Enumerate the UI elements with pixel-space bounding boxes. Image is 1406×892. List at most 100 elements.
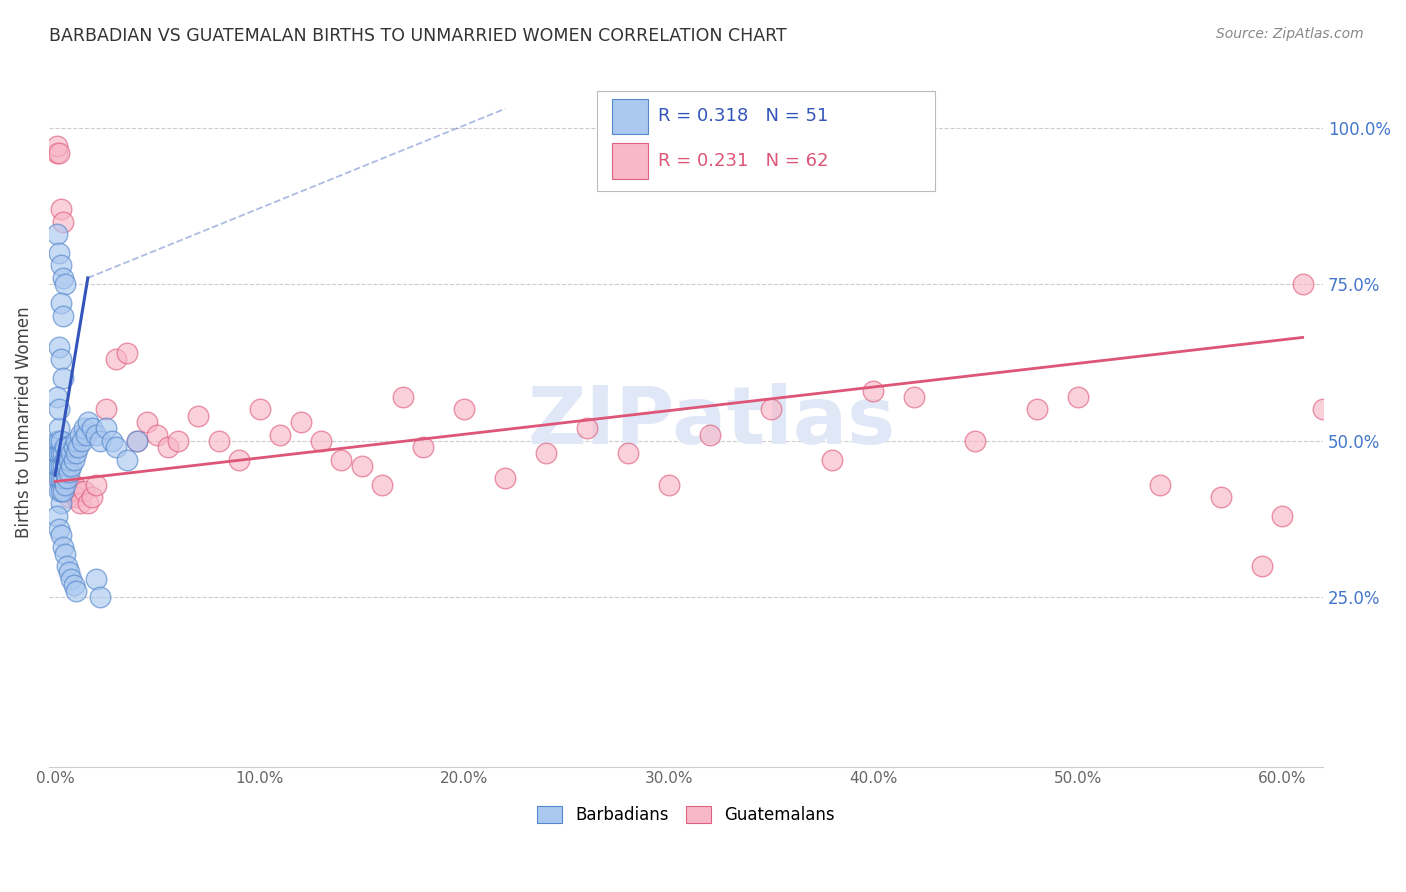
Point <box>51 202 73 216</box>
Point <box>73 421 96 435</box>
Point <box>51 259 73 273</box>
Point <box>494 471 516 485</box>
Text: Source: ZipAtlas.com: Source: ZipAtlas.com <box>1216 27 1364 41</box>
Point <box>73 483 96 498</box>
Point <box>453 402 475 417</box>
Point <box>330 452 353 467</box>
Point <box>965 434 987 448</box>
Point <box>62 452 84 467</box>
Text: R = 0.318   N = 51: R = 0.318 N = 51 <box>658 107 828 126</box>
Point <box>1271 508 1294 523</box>
Text: BARBADIAN VS GUATEMALAN BIRTHS TO UNMARRIED WOMEN CORRELATION CHART: BARBADIAN VS GUATEMALAN BIRTHS TO UNMARR… <box>49 27 787 45</box>
Point <box>52 471 75 485</box>
Point <box>115 452 138 467</box>
Point <box>862 384 884 398</box>
Point <box>136 415 159 429</box>
Point <box>66 483 89 498</box>
Point <box>105 352 128 367</box>
Point <box>48 340 70 354</box>
Point <box>46 145 69 160</box>
Point <box>62 578 84 592</box>
Point <box>48 145 70 160</box>
Point <box>53 477 76 491</box>
Point <box>46 471 69 485</box>
Point <box>58 440 80 454</box>
Point <box>65 584 87 599</box>
Point <box>65 434 87 448</box>
Point <box>89 434 111 448</box>
Point <box>58 452 80 467</box>
Point <box>53 547 76 561</box>
Point <box>53 477 76 491</box>
Point <box>534 446 557 460</box>
FancyBboxPatch shape <box>612 99 648 134</box>
Point <box>53 452 76 467</box>
Point <box>52 483 75 498</box>
Point <box>76 496 98 510</box>
Point <box>699 427 721 442</box>
Point <box>52 458 75 473</box>
Text: R = 0.231   N = 62: R = 0.231 N = 62 <box>658 152 828 170</box>
Point <box>46 458 69 473</box>
Point <box>66 440 89 454</box>
Point <box>65 446 87 460</box>
Point <box>391 390 413 404</box>
Point <box>46 446 69 460</box>
Point <box>51 446 73 460</box>
Point <box>48 458 70 473</box>
Point <box>62 440 84 454</box>
Point <box>60 458 83 473</box>
Point <box>46 508 69 523</box>
Point <box>616 446 638 460</box>
Point <box>65 490 87 504</box>
Point <box>125 434 148 448</box>
Point <box>105 440 128 454</box>
Point <box>58 490 80 504</box>
Point <box>309 434 332 448</box>
Point <box>56 446 79 460</box>
Point <box>60 446 83 460</box>
Point <box>70 434 93 448</box>
Point <box>166 434 188 448</box>
Point <box>412 440 434 454</box>
Point <box>48 446 70 460</box>
Point <box>56 483 79 498</box>
Point <box>62 477 84 491</box>
Point <box>84 572 107 586</box>
Point <box>1312 402 1334 417</box>
Point <box>1292 277 1315 292</box>
Point <box>903 390 925 404</box>
Point <box>53 440 76 454</box>
Point <box>1149 477 1171 491</box>
Point <box>96 421 118 435</box>
Point <box>146 427 169 442</box>
Point <box>58 566 80 580</box>
Point <box>75 427 97 442</box>
Point <box>69 496 91 510</box>
Point <box>53 277 76 292</box>
Point <box>80 490 103 504</box>
Point <box>56 458 79 473</box>
Point <box>52 541 75 555</box>
Point <box>46 434 69 448</box>
Point <box>48 421 70 435</box>
Point <box>52 271 75 285</box>
Point <box>371 477 394 491</box>
FancyBboxPatch shape <box>598 91 935 191</box>
Point <box>56 471 79 485</box>
Point <box>51 477 73 491</box>
Point <box>48 402 70 417</box>
Point <box>60 572 83 586</box>
Point <box>290 415 312 429</box>
Point <box>51 483 73 498</box>
Point <box>46 227 69 241</box>
Point <box>89 591 111 605</box>
Point <box>1333 684 1355 698</box>
Point <box>53 465 76 479</box>
Point <box>53 471 76 485</box>
Point <box>80 421 103 435</box>
Point <box>48 483 70 498</box>
Point <box>101 434 124 448</box>
Point <box>48 471 70 485</box>
Point <box>51 352 73 367</box>
